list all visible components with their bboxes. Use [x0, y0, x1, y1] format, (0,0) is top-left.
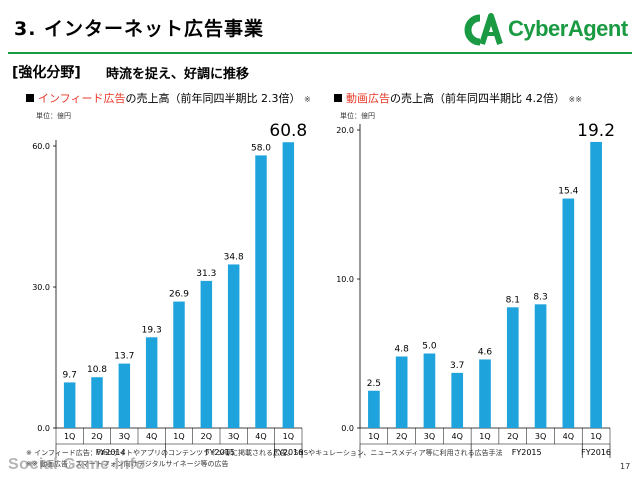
y-tick-label: 30.0 — [32, 283, 50, 292]
category-label: 2Q — [91, 432, 102, 441]
category-label: 1Q — [64, 432, 75, 441]
y-tick-label: 0.0 — [341, 424, 354, 433]
category-label: 3Q — [424, 432, 435, 441]
y-tick-label: 0.0 — [37, 424, 50, 433]
data-label: 31.3 — [196, 269, 216, 279]
year-label: FY2014 — [96, 448, 126, 457]
year-label: FY2015 — [205, 448, 235, 457]
bar — [395, 356, 408, 428]
data-label: 5.0 — [422, 342, 437, 352]
category-label: 2Q — [396, 432, 407, 441]
unit-label: 単位：億円 — [36, 111, 71, 120]
footnote-video: ※※ 動画広告：スマートフォン向けデジタルサイネージ等の広告 — [26, 460, 229, 468]
bar — [227, 264, 240, 428]
page-number: 17 — [620, 462, 631, 471]
bar — [255, 155, 267, 428]
chart-heading-text: の売上高（前年同四半期比 4.2倍） — [390, 92, 565, 105]
bar — [506, 307, 519, 428]
category-label: 1Q — [368, 432, 379, 441]
category-label: 2Q — [507, 432, 518, 441]
data-label: 4.6 — [478, 347, 493, 357]
chart-heading-text: の売上高（前年同四半期比 2.3倍） — [125, 92, 301, 105]
category-label: 1Q — [173, 432, 184, 441]
chart-heading-accent: インフィード広告 — [38, 92, 126, 105]
chart-heading-note: ※ — [303, 95, 311, 104]
bar — [173, 301, 185, 428]
chart-heading-infeed: インフィード広告の売上高（前年同四半期比 2.3倍） ※ — [26, 90, 311, 106]
data-label: 4.8 — [395, 344, 410, 354]
section-description: 時流を捉え、好調に推移 — [106, 67, 250, 82]
bar — [368, 390, 380, 428]
bullet-square-icon — [334, 94, 342, 102]
bar — [145, 337, 158, 428]
data-label: 34.8 — [224, 252, 244, 262]
bar — [590, 141, 602, 429]
year-label: FY2015 — [512, 448, 542, 457]
year-label: FY2016 — [581, 448, 611, 457]
page-title: 3. インターネット広告事業 — [14, 18, 265, 40]
category-label: 3Q — [535, 432, 546, 441]
bar — [479, 359, 491, 428]
category-label: 4Q — [563, 432, 574, 441]
bar — [423, 353, 436, 428]
data-label: 8.3 — [533, 292, 547, 302]
category-label: 4Q — [255, 432, 266, 441]
category-label: 4Q — [452, 432, 463, 441]
highlight-value-label: 19.2 — [577, 121, 615, 141]
title-divider — [8, 52, 632, 54]
data-label: 58.0 — [251, 143, 271, 153]
chart-heading-accent: 動画広告 — [346, 92, 390, 105]
data-label: 15.4 — [558, 187, 578, 197]
category-label: 1Q — [283, 432, 294, 441]
bullet-square-icon — [26, 94, 34, 102]
category-label: 3Q — [119, 432, 130, 441]
year-label: FY2016 — [273, 448, 303, 457]
bar — [200, 280, 213, 428]
data-label: 9.7 — [63, 370, 77, 380]
data-label: 3.7 — [450, 361, 464, 371]
y-tick-label: 60.0 — [32, 142, 50, 151]
watermark: Social Game Info — [8, 456, 146, 473]
data-label: 8.1 — [506, 295, 520, 305]
unit-label: 単位：億円 — [340, 111, 375, 120]
chart-heading-video: 動画広告の売上高（前年同四半期比 4.2倍） ※※ — [334, 90, 582, 106]
bar — [562, 198, 575, 428]
category-label: 4Q — [146, 432, 157, 441]
bar — [451, 372, 464, 428]
bar — [282, 142, 295, 429]
bar — [118, 363, 131, 428]
category-label: 1Q — [590, 432, 601, 441]
category-label: 2Q — [201, 432, 212, 441]
data-label: 2.5 — [367, 379, 381, 389]
chart-heading-note: ※※ — [568, 95, 582, 104]
category-label: 1Q — [479, 432, 490, 441]
company-logo: CyberAgent — [452, 10, 632, 50]
y-tick-label: 20.0 — [336, 126, 354, 135]
bar — [63, 382, 76, 428]
data-label: 19.3 — [142, 325, 162, 335]
y-tick-label: 10.0 — [336, 275, 354, 284]
data-label: 13.7 — [114, 352, 134, 362]
bar — [534, 304, 547, 428]
bar — [91, 377, 103, 428]
data-label: 10.8 — [87, 365, 107, 375]
section-label: [強化分野] — [12, 65, 81, 81]
data-label: 26.9 — [169, 290, 189, 300]
logo-mark-icon — [464, 13, 503, 46]
footnote-infeed: ※ インフィード広告：Webサイトやアプリのコンテンツライン等に掲載される広告。… — [26, 449, 503, 457]
logo-text: CyberAgent — [508, 16, 628, 41]
category-label: 3Q — [228, 432, 239, 441]
highlight-value-label: 60.8 — [269, 121, 307, 141]
